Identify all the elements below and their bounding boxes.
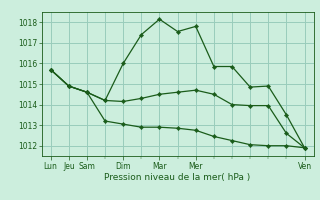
X-axis label: Pression niveau de la mer( hPa ): Pression niveau de la mer( hPa ) [104,173,251,182]
